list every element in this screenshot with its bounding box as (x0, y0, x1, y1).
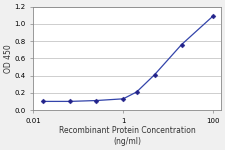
Y-axis label: OD 450: OD 450 (4, 44, 13, 73)
X-axis label: Recombinant Protein Concentration
(ng/ml): Recombinant Protein Concentration (ng/ml… (59, 126, 196, 146)
